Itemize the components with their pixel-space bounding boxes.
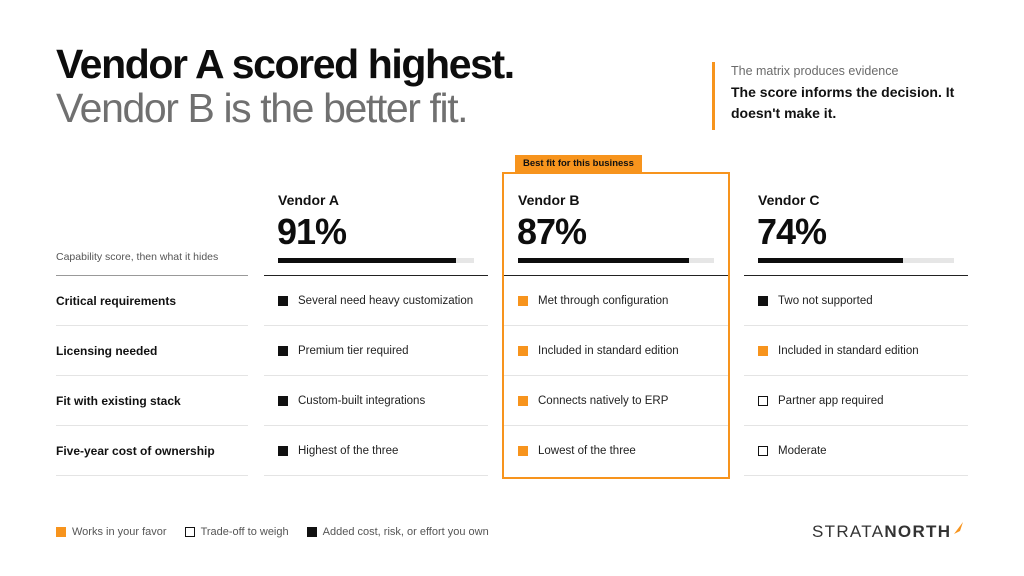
vendor-score: 74% <box>757 211 827 252</box>
matrix-cell: Connects natively to ERP <box>504 376 728 426</box>
north-arrow-icon <box>954 522 964 534</box>
status-marker <box>518 396 528 406</box>
brand-part-2: NORTH <box>884 522 952 541</box>
vendor-name: Vendor B <box>518 192 580 208</box>
cell-text: Lowest of the three <box>538 445 636 457</box>
cell-text: Connects natively to ERP <box>538 395 669 407</box>
legend-item-favor: Works in your favor <box>56 526 167 538</box>
column-rule <box>744 275 968 276</box>
vendor-score: 91% <box>277 211 347 252</box>
cell-text: Several need heavy customization <box>298 295 474 307</box>
matrix-cell: Lowest of the three <box>504 426 728 476</box>
row-label: Five-year cost of ownership <box>56 426 248 476</box>
vendor-score: 87% <box>517 211 587 252</box>
matrix-cell: Several need heavy customization <box>264 276 488 326</box>
legend-label: Trade-off to weigh <box>200 526 289 538</box>
row-header-rule <box>56 275 248 276</box>
best-fit-highlight <box>502 172 730 479</box>
status-marker <box>278 446 288 456</box>
row-header-label: Capability score, then what it hides <box>56 251 219 263</box>
vendor-name: Vendor A <box>278 192 339 208</box>
matrix-cell: Met through configuration <box>504 276 728 326</box>
matrix-cell: Premium tier required <box>264 326 488 376</box>
status-marker <box>758 396 768 406</box>
score-bar-track <box>278 258 474 263</box>
cell-text: Two not supported <box>778 295 873 307</box>
matrix-cell: Highest of the three <box>264 426 488 476</box>
column-rule <box>504 275 728 276</box>
row-label: Critical requirements <box>56 276 248 326</box>
score-bar-fill <box>758 258 904 263</box>
headline-primary: Vendor A scored highest. <box>56 41 515 87</box>
brand-logo: STRATANORTH <box>812 522 964 542</box>
vendor-name: Vendor C <box>758 192 820 208</box>
status-marker <box>278 296 288 306</box>
status-marker <box>518 446 528 456</box>
outline-square-icon <box>184 527 195 537</box>
headline-secondary: Vendor B is the better fit. <box>56 85 469 131</box>
score-bar-track <box>518 258 714 263</box>
row-label: Licensing needed <box>56 326 248 376</box>
legend-label: Works in your favor <box>72 526 167 538</box>
matrix-cell: Custom-built integrations <box>264 376 488 426</box>
cell-text: Included in standard edition <box>778 345 919 357</box>
score-bar-fill <box>278 258 457 263</box>
legend-item-cost: Added cost, risk, or effort you own <box>306 526 489 538</box>
status-marker <box>278 346 288 356</box>
status-marker <box>758 446 768 456</box>
callout-kicker: The matrix produces evidence <box>731 64 899 78</box>
matrix-cell: Moderate <box>744 426 968 476</box>
brand-part-1: STRATA <box>812 522 885 541</box>
best-fit-badge: Best fit for this business <box>515 155 642 172</box>
callout: The matrix produces evidence The score i… <box>712 62 981 130</box>
row-label: Fit with existing stack <box>56 376 248 426</box>
column-rule <box>264 275 488 276</box>
cell-text: Custom-built integrations <box>298 395 426 407</box>
legend-item-tradeoff: Trade-off to weigh <box>184 526 289 538</box>
orange-square-icon <box>56 527 66 537</box>
status-marker <box>278 396 288 406</box>
cell-text: Met through configuration <box>538 295 669 307</box>
matrix-cell: Partner app required <box>744 376 968 426</box>
status-marker <box>758 346 768 356</box>
cell-text: Premium tier required <box>298 345 409 357</box>
cell-text: Highest of the three <box>298 445 399 457</box>
cell-text: Included in standard edition <box>538 345 679 357</box>
matrix-cell: Included in standard edition <box>744 326 968 376</box>
legend-label: Added cost, risk, or effort you own <box>322 526 489 538</box>
headline: Vendor A scored highest. Vendor B is the… <box>56 41 515 131</box>
black-square-icon <box>306 527 317 537</box>
brand-wordmark: STRATANORTH <box>812 522 951 542</box>
status-marker <box>758 296 768 306</box>
cell-text: Moderate <box>778 445 827 457</box>
legend: Works in your favor Trade-off to weigh A… <box>56 526 507 538</box>
score-bar-fill <box>518 258 689 263</box>
status-marker <box>518 346 528 356</box>
callout-message: The score informs the decision. It doesn… <box>731 84 955 121</box>
matrix-cell: Two not supported <box>744 276 968 326</box>
cell-text: Partner app required <box>778 395 884 407</box>
score-bar-track <box>758 258 954 263</box>
status-marker <box>518 296 528 306</box>
matrix-cell: Included in standard edition <box>504 326 728 376</box>
